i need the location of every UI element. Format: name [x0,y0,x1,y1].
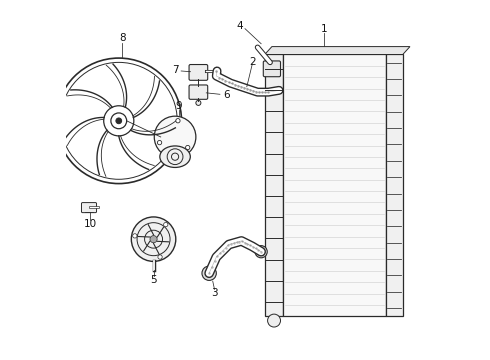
Text: 10: 10 [83,219,97,229]
Circle shape [268,314,280,327]
Text: 7: 7 [172,64,178,75]
Text: 8: 8 [119,33,125,43]
Circle shape [157,140,162,145]
Text: 3: 3 [211,288,218,298]
Circle shape [255,246,267,258]
FancyBboxPatch shape [263,61,280,77]
Circle shape [131,217,176,261]
Bar [265,54,283,316]
Text: 2: 2 [249,57,255,67]
Circle shape [214,68,220,74]
Circle shape [273,85,285,96]
Circle shape [116,118,122,124]
Text: 4: 4 [236,21,243,31]
FancyBboxPatch shape [189,85,208,99]
Ellipse shape [160,146,190,167]
FancyBboxPatch shape [81,203,97,213]
Text: 5: 5 [150,275,157,285]
Text: 6: 6 [223,90,230,100]
Circle shape [186,145,190,150]
Circle shape [158,255,162,259]
Text: 1: 1 [320,24,327,35]
Circle shape [202,266,216,280]
Circle shape [164,222,168,227]
Polygon shape [265,46,410,54]
Text: 9: 9 [175,102,182,112]
Circle shape [133,234,137,238]
Circle shape [150,235,157,243]
Bar [283,54,386,316]
Circle shape [176,118,180,123]
FancyBboxPatch shape [189,64,208,80]
Circle shape [196,100,201,105]
Circle shape [154,116,196,158]
Bar [386,54,403,316]
